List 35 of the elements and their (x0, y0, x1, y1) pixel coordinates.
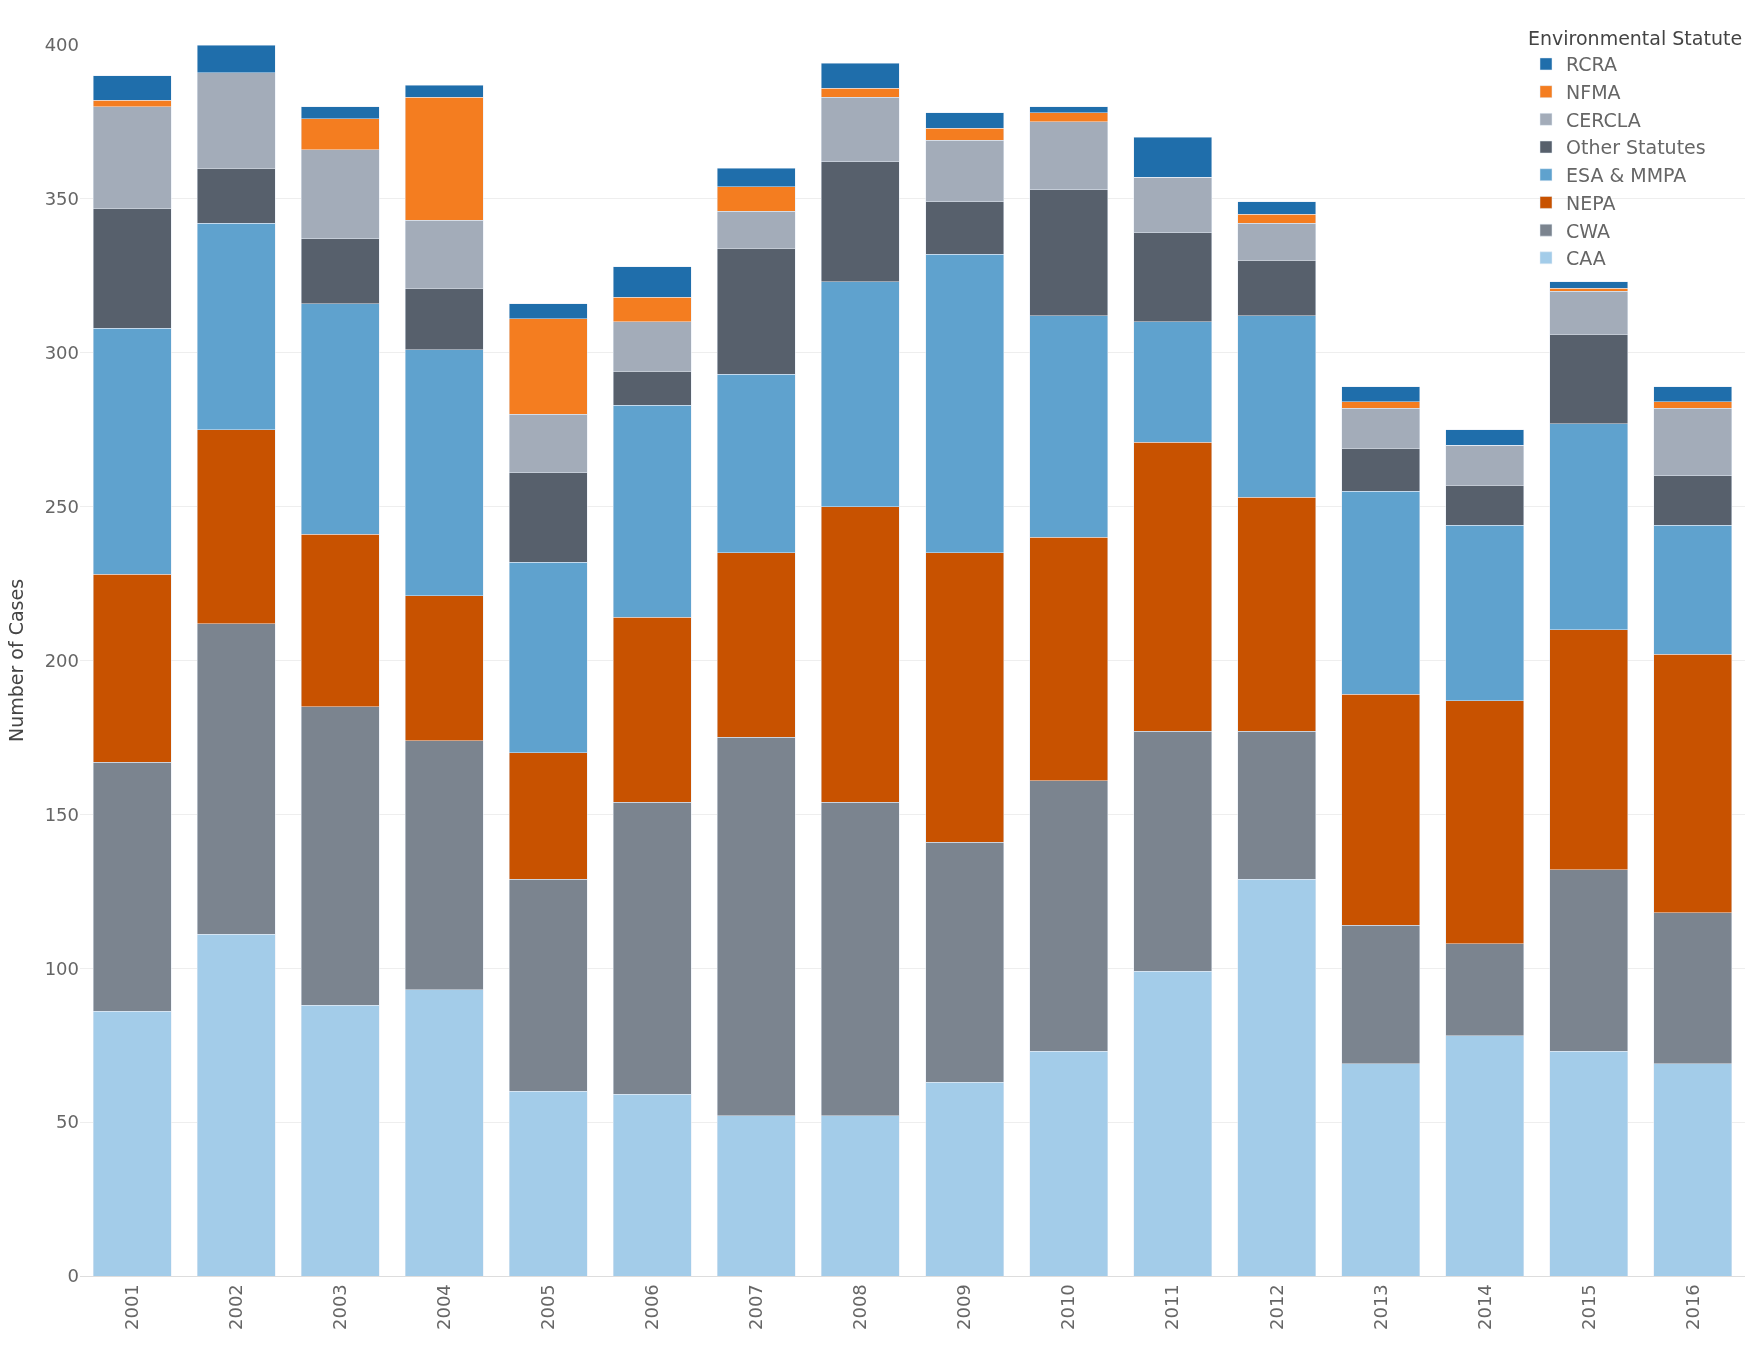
x-tick-label: 2003 (329, 1284, 351, 1331)
x-tick-label: 2009 (953, 1284, 975, 1331)
legend-label: CAA (1566, 247, 1606, 270)
legend-label: CWA (1566, 219, 1611, 242)
x-tick-label: 2008 (849, 1284, 871, 1331)
y-tick-label: 100 (44, 957, 79, 979)
y-tick-label: 50 (56, 1111, 79, 1133)
x-tick-label: 2014 (1473, 1284, 1495, 1331)
legend-label: CERCLA (1566, 108, 1641, 131)
x-tick-label: 2015 (1577, 1284, 1599, 1331)
y-tick-label: 200 (44, 649, 79, 671)
x-tick-label: 2010 (1057, 1284, 1079, 1331)
x-tick-label: 2004 (433, 1284, 455, 1331)
legend-label: RCRA (1566, 53, 1617, 76)
y-tick-label: 400 (44, 34, 79, 56)
legend-title: Environmental Statute (1528, 27, 1743, 50)
legend-label: ESA & MMPA (1566, 164, 1687, 187)
y-tick-label: 0 (67, 1265, 79, 1287)
x-tick-label: 2012 (1265, 1284, 1287, 1331)
x-tick-label: 2001 (120, 1284, 142, 1331)
x-tick-label: 2013 (1369, 1284, 1391, 1331)
legend-label: Other Statutes (1566, 136, 1706, 159)
x-tick-label: 2006 (641, 1284, 663, 1331)
y-tick-label: 300 (44, 342, 79, 364)
x-tick-label: 2011 (1161, 1284, 1183, 1331)
x-tick-label: 2005 (537, 1284, 559, 1331)
legend-label: NFMA (1566, 81, 1621, 104)
x-tick-label: 2002 (224, 1284, 246, 1331)
y-tick-label: 250 (44, 495, 79, 517)
y-tick-label: 150 (44, 803, 79, 825)
y-tick-label: 350 (44, 188, 79, 210)
legend-label: NEPA (1566, 191, 1616, 214)
x-tick-label: 2016 (1681, 1284, 1703, 1331)
y-axis-title: Number of Cases (5, 578, 28, 743)
x-tick-label: 2007 (745, 1284, 767, 1331)
